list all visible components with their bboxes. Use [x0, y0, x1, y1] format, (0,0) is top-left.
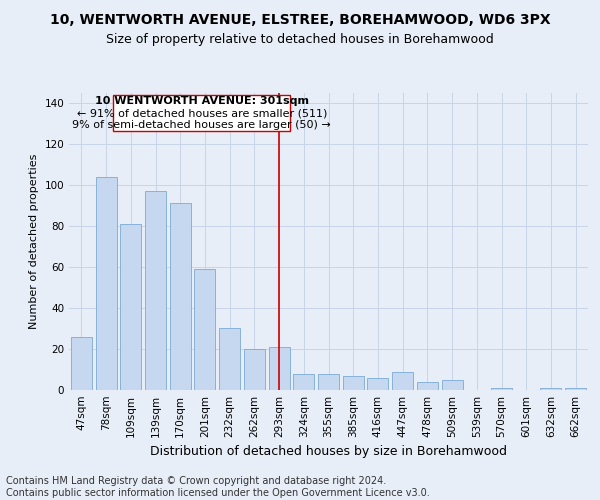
Text: 9% of semi-detached houses are larger (50) →: 9% of semi-detached houses are larger (5…: [73, 120, 331, 130]
Bar: [120, 224, 141, 390]
Bar: [392, 372, 413, 390]
Bar: [541, 388, 562, 390]
Bar: [219, 328, 240, 390]
Text: Contains HM Land Registry data © Crown copyright and database right 2024.
Contai: Contains HM Land Registry data © Crown c…: [6, 476, 430, 498]
Bar: [491, 388, 512, 390]
Bar: [269, 347, 290, 390]
FancyBboxPatch shape: [113, 94, 290, 132]
Bar: [565, 388, 586, 390]
Text: 10 WENTWORTH AVENUE: 301sqm: 10 WENTWORTH AVENUE: 301sqm: [95, 96, 309, 106]
Bar: [95, 176, 116, 390]
Bar: [442, 380, 463, 390]
Text: Size of property relative to detached houses in Borehamwood: Size of property relative to detached ho…: [106, 32, 494, 46]
Y-axis label: Number of detached properties: Number of detached properties: [29, 154, 39, 329]
X-axis label: Distribution of detached houses by size in Borehamwood: Distribution of detached houses by size …: [150, 446, 507, 458]
Bar: [293, 374, 314, 390]
Text: 10, WENTWORTH AVENUE, ELSTREE, BOREHAMWOOD, WD6 3PX: 10, WENTWORTH AVENUE, ELSTREE, BOREHAMWO…: [50, 12, 550, 26]
Bar: [71, 336, 92, 390]
Bar: [367, 378, 388, 390]
Bar: [170, 204, 191, 390]
Bar: [194, 269, 215, 390]
Bar: [417, 382, 438, 390]
Bar: [343, 376, 364, 390]
Bar: [145, 191, 166, 390]
Text: ← 91% of detached houses are smaller (511): ← 91% of detached houses are smaller (51…: [77, 108, 327, 118]
Bar: [318, 374, 339, 390]
Bar: [244, 349, 265, 390]
